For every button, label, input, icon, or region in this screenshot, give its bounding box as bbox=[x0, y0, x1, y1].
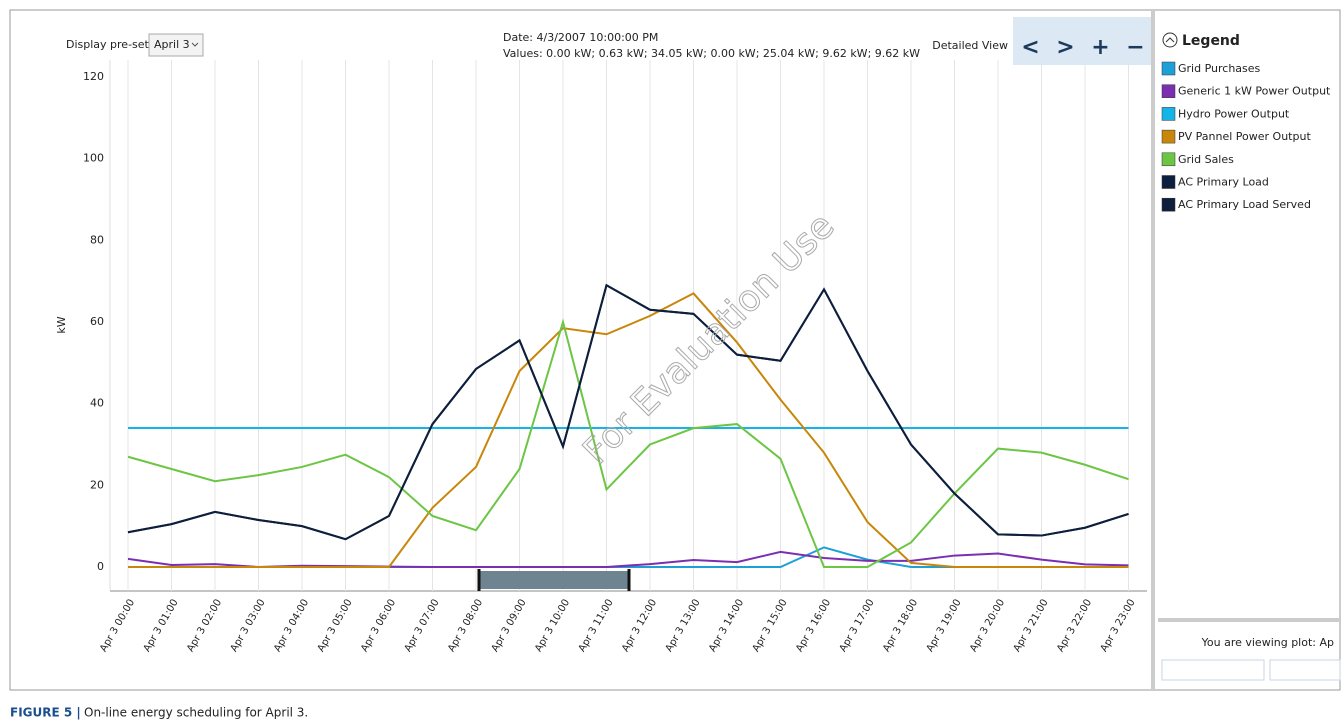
y-tick-label: 60 bbox=[90, 315, 104, 328]
legend-swatch bbox=[1161, 197, 1176, 212]
legend-label: AC Primary Load Served bbox=[1178, 198, 1311, 211]
detailed-view-label: Detailed View bbox=[932, 39, 1008, 52]
nav-button-label[interactable]: < bbox=[1021, 35, 1039, 60]
series-line bbox=[128, 292, 1129, 568]
range-scroller[interactable] bbox=[479, 571, 629, 589]
collapse-arrow bbox=[1165, 37, 1175, 43]
legend-label: PV Pannel Power Output bbox=[1178, 130, 1311, 143]
y-tick-label: 100 bbox=[83, 152, 104, 165]
hover-values: Values: 0.00 kW; 0.63 kW; 34.05 kW; 0.00… bbox=[503, 47, 920, 60]
y-tick-label: 40 bbox=[90, 397, 104, 410]
viewing-plot: You are viewing plot: Ap bbox=[1201, 636, 1334, 649]
y-tick-label: 120 bbox=[83, 70, 104, 83]
legend-swatch bbox=[1161, 61, 1176, 76]
legend-swatch bbox=[1161, 84, 1176, 98]
select-box[interactable] bbox=[148, 33, 204, 57]
hover-date: Date: 4/3/2007 10:00:00 PM bbox=[503, 31, 658, 44]
y-tick-label: 0 bbox=[97, 560, 104, 573]
select-value[interactable]: April 3 bbox=[154, 38, 190, 51]
series-line bbox=[127, 283, 1129, 541]
frame bbox=[9, 9, 1341, 691]
nav-button[interactable] bbox=[1050, 20, 1081, 62]
nav-button-label[interactable]: > bbox=[1056, 35, 1074, 60]
y-axis-label: kW bbox=[55, 316, 68, 333]
legend-label: AC Primary Load bbox=[1178, 176, 1269, 189]
y-tick-label: 80 bbox=[90, 233, 104, 246]
series-line bbox=[127, 550, 1129, 569]
legend-label: Grid Purchases bbox=[1178, 62, 1261, 75]
legend-label: Hydro Power Output bbox=[1178, 107, 1290, 120]
panel-button[interactable] bbox=[1269, 659, 1341, 681]
caption-label: FIGURE 5 | bbox=[10, 706, 81, 720]
legend-swatch bbox=[1161, 152, 1176, 167]
panel-button[interactable] bbox=[1161, 659, 1265, 681]
nav-button[interactable] bbox=[1085, 20, 1116, 62]
nav-button[interactable] bbox=[1015, 20, 1046, 62]
preset-select[interactable]: April 3 bbox=[148, 33, 204, 57]
legend-swatch bbox=[1161, 129, 1176, 144]
legend-label: Generic 1 kW Power Output bbox=[1178, 85, 1331, 98]
select-arrow bbox=[191, 42, 199, 47]
y-tick-label: 20 bbox=[90, 478, 104, 491]
legend-swatch bbox=[1161, 175, 1176, 189]
legend-collapse[interactable] bbox=[1162, 32, 1178, 48]
caption-text: On-line energy scheduling for April 3. bbox=[84, 706, 308, 720]
legend-swatch bbox=[1161, 107, 1176, 121]
nav-button[interactable] bbox=[1120, 20, 1151, 62]
nav-button-label[interactable]: + bbox=[1091, 35, 1109, 60]
legend-label: Grid Sales bbox=[1178, 153, 1234, 166]
legend-header: Legend bbox=[1182, 33, 1240, 49]
nav-button-label[interactable]: − bbox=[1126, 35, 1144, 60]
series-line bbox=[127, 318, 1129, 568]
